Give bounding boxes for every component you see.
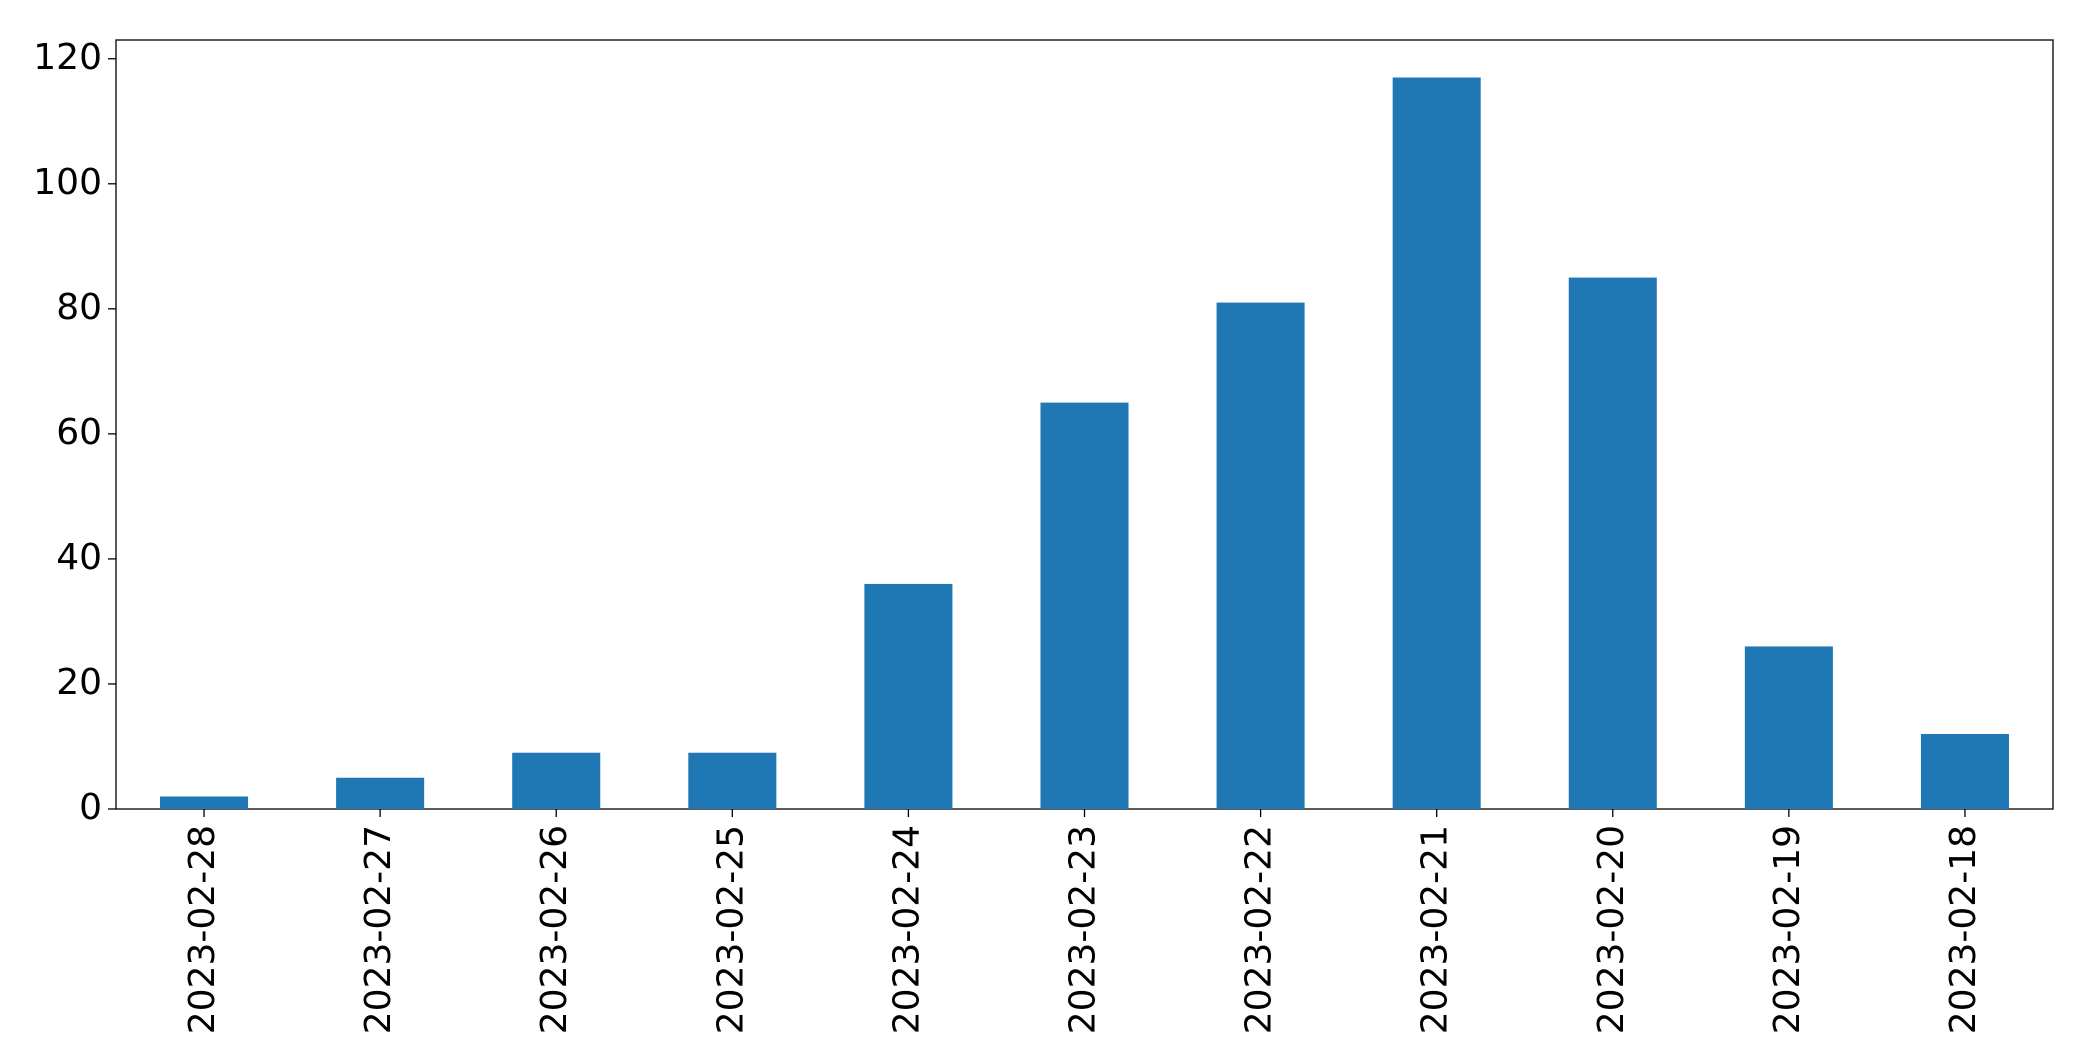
x-tick-label: 2023-02-19 <box>1767 825 1808 1034</box>
x-tick-label: 2023-02-28 <box>182 825 223 1034</box>
bar <box>336 777 425 809</box>
x-tick-label: 2023-02-23 <box>1063 825 1104 1034</box>
x-tick-label: 2023-02-24 <box>886 825 927 1034</box>
y-tick-label: 40 <box>56 537 102 578</box>
y-tick-label: 0 <box>79 787 102 828</box>
bar <box>1568 277 1657 809</box>
bar <box>688 752 777 809</box>
bar <box>1216 302 1305 809</box>
y-tick-label: 80 <box>56 287 102 328</box>
y-tick-label: 100 <box>33 162 102 203</box>
y-tick-label: 60 <box>56 412 102 453</box>
x-tick-label: 2023-02-21 <box>1415 825 1456 1034</box>
y-tick-label: 120 <box>33 37 102 78</box>
x-tick-label: 2023-02-26 <box>534 825 575 1034</box>
x-tick-label: 2023-02-20 <box>1591 825 1632 1034</box>
bar <box>1040 402 1129 809</box>
x-tick-label: 2023-02-27 <box>358 825 399 1034</box>
bar <box>512 752 601 809</box>
y-tick-label: 20 <box>56 662 102 703</box>
x-tick-label: 2023-02-18 <box>1943 825 1984 1034</box>
bar <box>1392 77 1481 809</box>
bar <box>160 796 249 809</box>
bar <box>1920 733 2009 809</box>
x-tick-label: 2023-02-25 <box>710 825 751 1034</box>
x-tick-label: 2023-02-22 <box>1239 825 1280 1034</box>
bar <box>864 583 953 809</box>
bar <box>1744 646 1833 809</box>
